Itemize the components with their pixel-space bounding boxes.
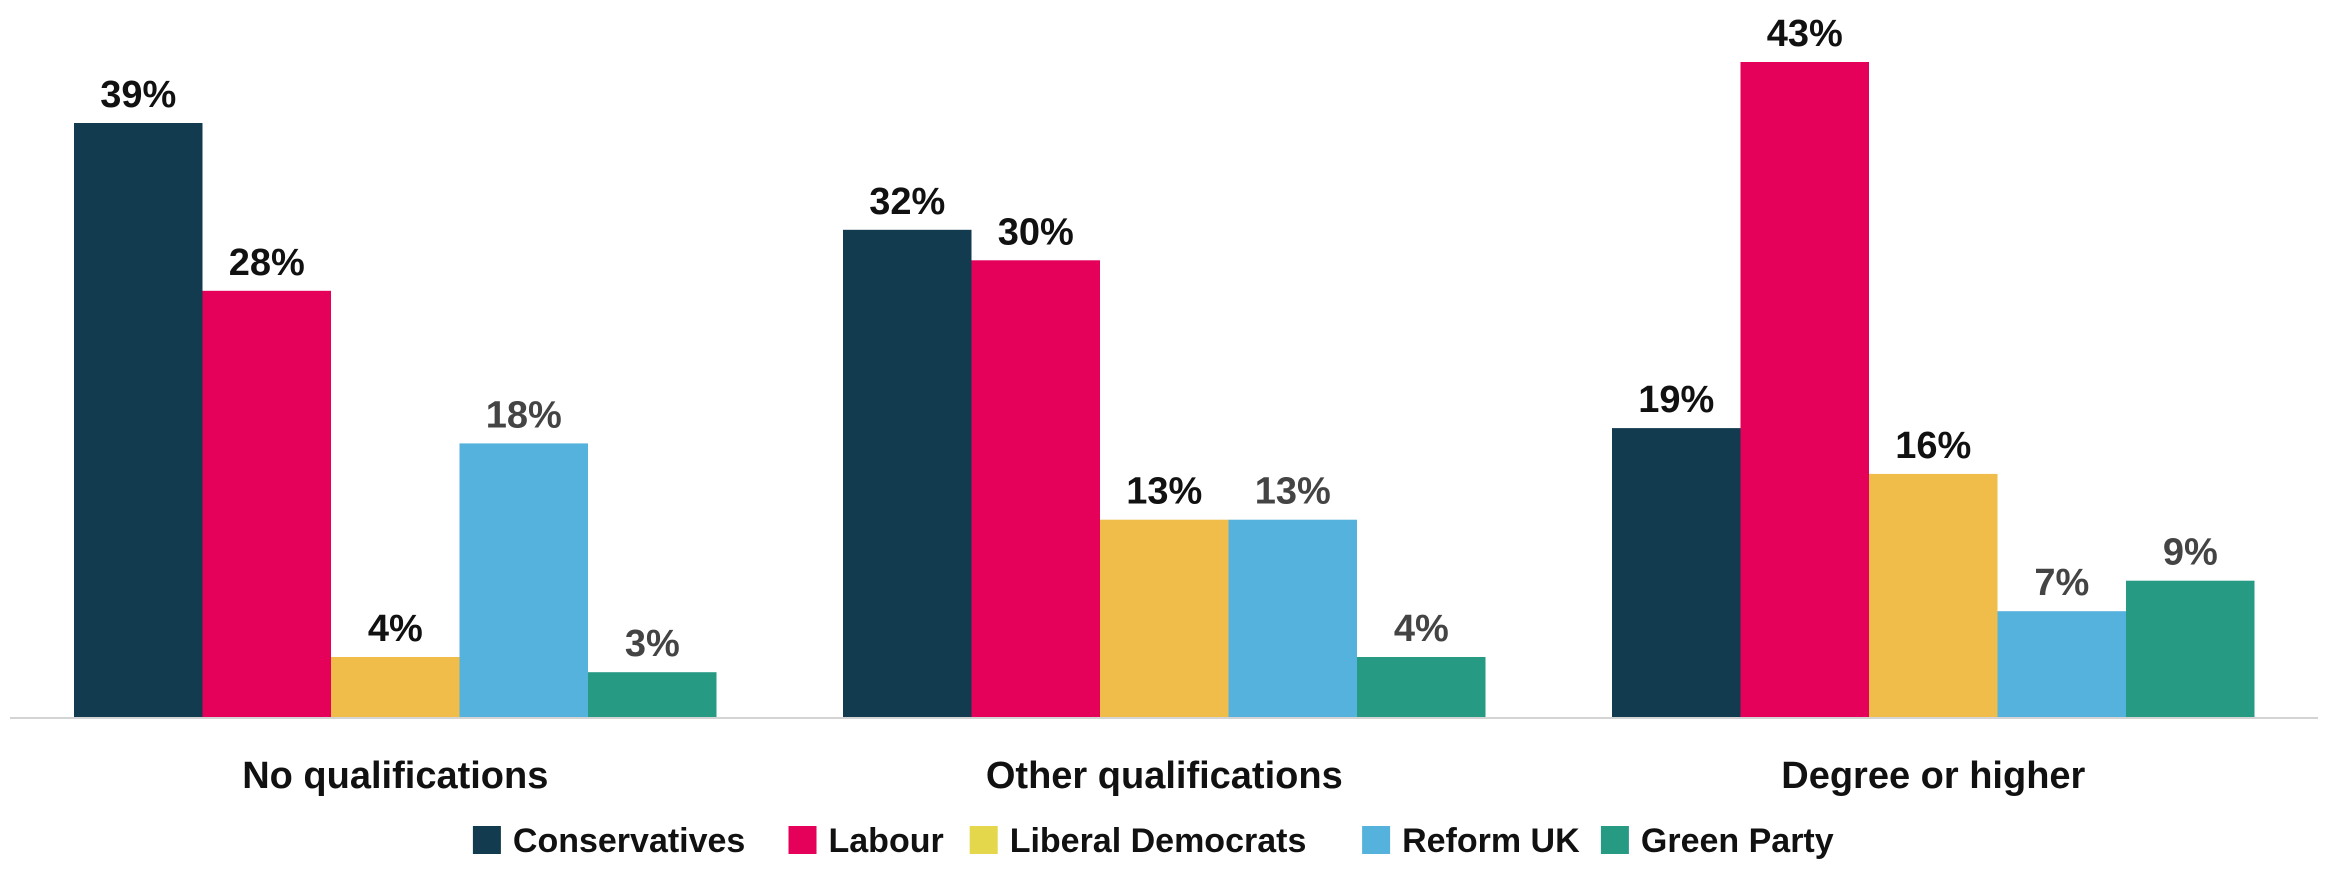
legend-label-conservatives: Conservatives [513,822,745,860]
data-label-liberal-democrats-degree-or-higher: 16% [1895,425,1971,467]
legend-label-green-party: Green Party [1641,822,1834,860]
data-label-conservatives-degree-or-higher: 19% [1638,379,1714,421]
category-label-degree-or-higher: Degree or higher [1781,755,2085,797]
legend-label-liberal-democrats: Liberal Democrats [1010,822,1307,860]
legend-item-conservatives: Conservatives [472,822,745,860]
bars-layer [74,62,2255,719]
legend-swatch-liberal-democrats [969,826,998,854]
legend-swatch-green-party [1600,826,1629,854]
bar-labour-no-qualifications [202,290,331,718]
bar-green-party-degree-or-higher [2126,580,2255,718]
data-label-green-party-other-qualifications: 4% [1394,608,1449,650]
data-label-reform-uk-other-qualifications: 13% [1255,471,1331,513]
legend-item-labour: Labour [788,822,944,860]
data-label-liberal-democrats-other-qualifications: 13% [1126,471,1202,513]
data-label-reform-uk-no-qualifications: 18% [486,394,562,436]
data-label-labour-no-qualifications: 28% [229,242,305,284]
bar-conservatives-other-qualifications [843,229,972,719]
category-labels-layer: No qualifications Other qualifications Deg… [242,755,2085,797]
data-label-labour-degree-or-higher: 43% [1767,13,1843,55]
legend-swatch-labour [788,826,817,854]
legend-label-reform-uk: Reform UK [1402,822,1580,860]
bar-reform-uk-degree-or-higher [1997,611,2126,718]
bar-liberal-democrats-degree-or-higher [1869,473,1998,718]
category-label-no-qualifications: No qualifications [242,755,548,797]
bar-labour-other-qualifications [971,260,1100,718]
bar-liberal-democrats-other-qualifications [1100,519,1229,718]
value-labels-layer: 39% 28% 4% 18% 3% 32% 30% 13% 13% 4% 19% 43% 16% 7% 9% [100,13,2217,665]
bar-liberal-democrats-no-qualifications [331,657,460,718]
data-label-conservatives-other-qualifications: 32% [869,181,945,223]
category-label-other-qualifications: Other qualifications [986,755,1343,797]
bar-conservatives-degree-or-higher [1612,428,1741,718]
data-label-green-party-no-qualifications: 3% [625,623,680,665]
bar-reform-uk-no-qualifications [459,443,588,718]
bar-reform-uk-other-qualifications [1228,519,1357,718]
legend-swatch-conservatives [472,826,501,854]
data-label-reform-uk-degree-or-higher: 7% [2034,562,2089,604]
data-label-green-party-degree-or-higher: 9% [2163,532,2218,574]
bar-labour-degree-or-higher [1740,62,1869,718]
legend-item-liberal-democrats: Liberal Democrats [969,822,1307,860]
legend-item-green-party: Green Party [1600,822,1834,860]
data-label-liberal-democrats-no-qualifications: 4% [368,608,423,650]
data-label-conservatives-no-qualifications: 39% [100,74,176,116]
legend-swatch-reform-uk [1362,826,1391,854]
legend-item-reform-uk: Reform UK [1362,822,1580,860]
legend: Conservatives Labour Liberal Democrats Refo… [472,822,1834,860]
data-label-labour-other-qualifications: 30% [998,211,1074,253]
bar-green-party-no-qualifications [588,672,717,718]
bar-green-party-other-qualifications [1357,657,1486,718]
bar-conservatives-no-qualifications [74,123,203,718]
legend-label-labour: Labour [829,822,944,860]
